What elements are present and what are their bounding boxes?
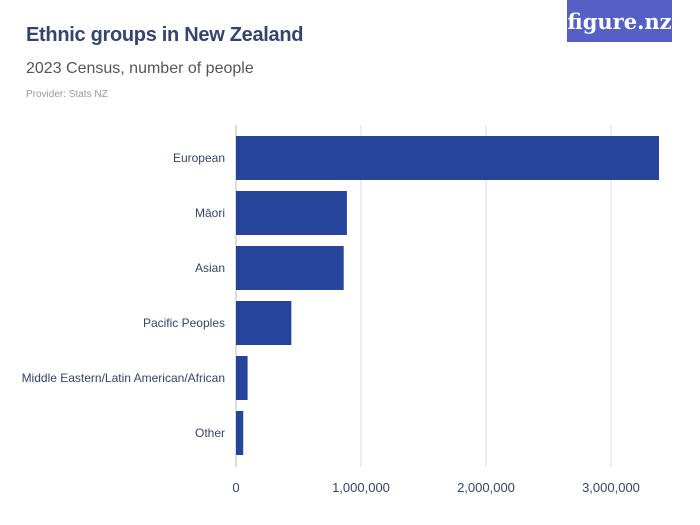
x-tick-label: 0 xyxy=(232,480,239,495)
category-label: Middle Eastern/Latin American/African xyxy=(22,371,225,385)
x-tick-label: 2,000,000 xyxy=(457,480,515,495)
bar-m-ori xyxy=(236,191,347,235)
category-label: Pacific Peoples xyxy=(143,316,225,330)
chart-subtitle: 2023 Census, number of people xyxy=(26,60,254,77)
x-tick-label: 3,000,000 xyxy=(582,480,640,495)
chart-title: Ethnic groups in New Zealand xyxy=(26,24,304,46)
category-label: Other xyxy=(195,426,225,440)
bar-middle-eastern-latin-american-african xyxy=(236,356,248,400)
bar-pacific-peoples xyxy=(236,301,292,345)
category-label: European xyxy=(173,151,225,165)
category-label: Asian xyxy=(195,261,225,275)
x-tick-label: 1,000,000 xyxy=(332,480,390,495)
bar-european xyxy=(236,136,659,180)
bar-other xyxy=(236,411,244,455)
provider-label: Provider: Stats NZ xyxy=(26,89,108,100)
figure-nz-logo[interactable]: figure.nz xyxy=(567,0,672,42)
category-label: Māori xyxy=(195,206,225,220)
bar-asian xyxy=(236,246,344,290)
